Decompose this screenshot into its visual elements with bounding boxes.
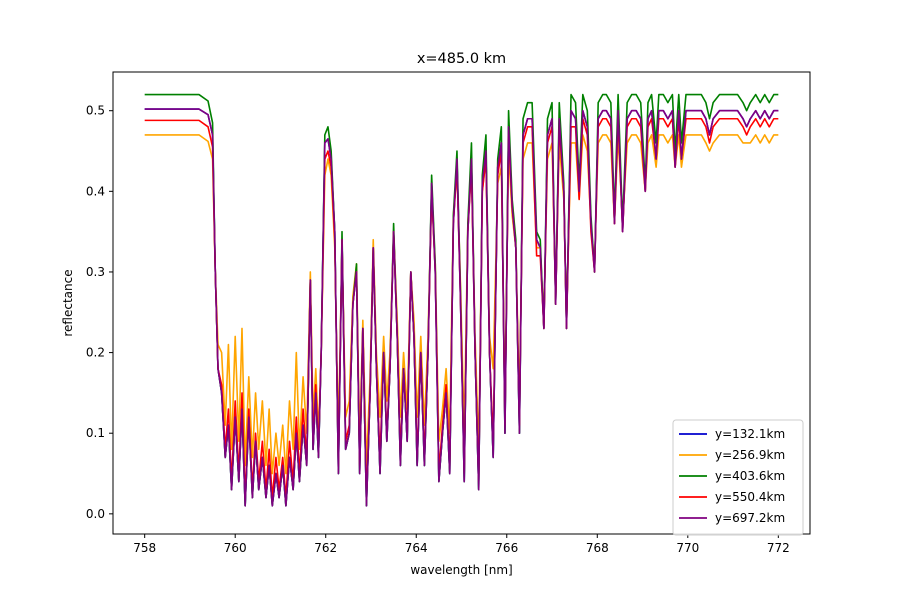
y-tick-label: 0.3 [86, 265, 105, 279]
series-layer [144, 93, 779, 507]
x-tick-label: 768 [586, 541, 609, 555]
legend-box [672, 419, 804, 536]
chart-title: x=485.0 km [417, 51, 506, 67]
legend: y=132.1km y=256.9km y=403.6km y=550.4km y=69… [672, 419, 804, 536]
legend-label: y=403.6km [715, 469, 785, 483]
series-line-5 [144, 108, 779, 507]
x-tick-label: 760 [224, 541, 247, 555]
x-axis-label: wavelength [nm] [410, 563, 512, 577]
x-tick-label: 762 [314, 541, 337, 555]
y-tick-label: 0.4 [86, 184, 105, 198]
x-tick-label: 770 [676, 541, 699, 555]
x-tick-label: 772 [767, 541, 790, 555]
legend-label: y=132.1km [715, 427, 785, 441]
legend-label: y=550.4km [715, 490, 785, 504]
y-tick-label: 0.0 [86, 507, 105, 521]
x-tick-label: 766 [495, 541, 518, 555]
plot-area [112, 71, 811, 535]
y-tick-label: 0.1 [86, 426, 105, 440]
x-tick-label: 764 [405, 541, 428, 555]
x-axis: 758 760 762 764 766 768 770 772 [133, 534, 790, 555]
x-tick-label: 758 [133, 541, 156, 555]
y-tick-label: 0.5 [86, 104, 105, 118]
legend-label: y=697.2km [715, 511, 785, 525]
legend-label: y=256.9km [715, 448, 785, 462]
plot-frame [112, 71, 811, 535]
y-tick-label: 0.2 [86, 346, 105, 360]
y-axis-label: reflectance [61, 269, 75, 336]
y-axis: 0.0 0.1 0.2 0.3 0.4 0.5 [86, 104, 113, 521]
